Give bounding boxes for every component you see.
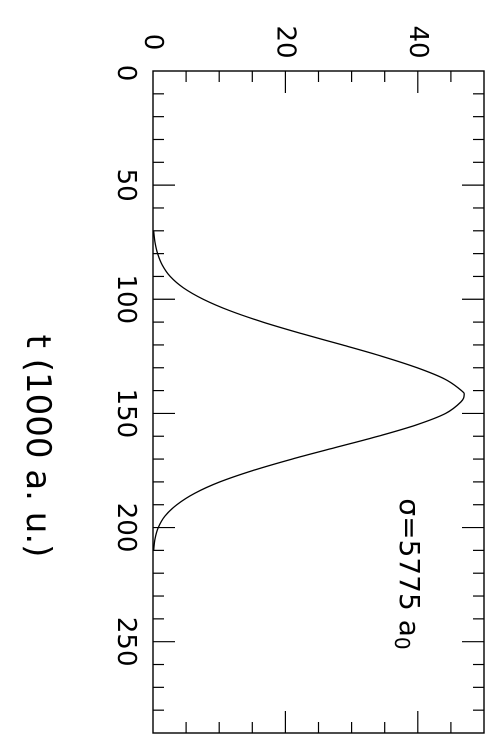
x-tick-label: 250 xyxy=(111,617,141,667)
annotation-text: σ=5775 a xyxy=(394,498,427,637)
x-tick-label: 200 xyxy=(111,503,141,553)
x-tick-label: 0 xyxy=(111,65,141,82)
series-line xyxy=(153,230,465,551)
y-tick-label: 40 xyxy=(403,25,433,58)
x-tick-label: 150 xyxy=(111,389,141,439)
plot-frame xyxy=(152,70,485,734)
y-tick-label: 0 xyxy=(138,34,168,51)
y-tick-label: 20 xyxy=(270,25,300,58)
ticks xyxy=(153,71,484,733)
x-tick-label: 50 xyxy=(111,169,141,202)
annotation-subscript: 0 xyxy=(390,637,414,650)
x-tick-label: 100 xyxy=(111,274,141,324)
x-axis-label: t (1000 a. u.) xyxy=(18,335,58,558)
tick-labels: 0 50 100 150 200 250 0 20 40 xyxy=(111,25,433,666)
sigma-annotation: σ=5775 a0 xyxy=(390,498,427,649)
